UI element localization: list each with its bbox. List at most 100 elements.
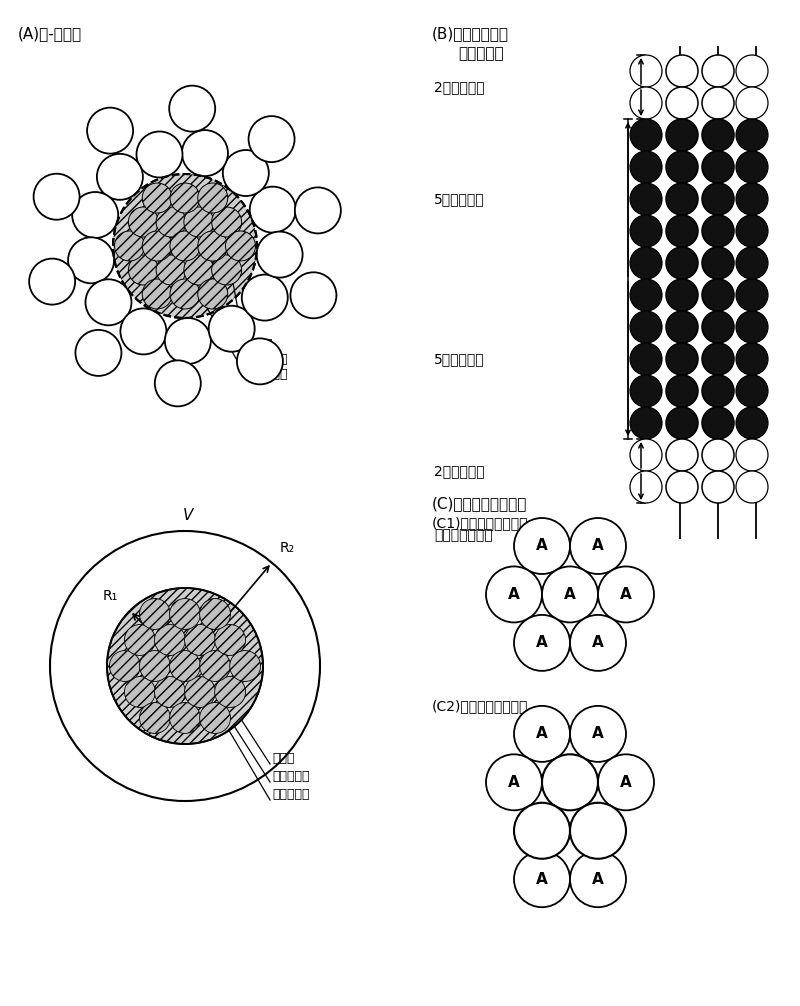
Circle shape: [139, 702, 170, 733]
Text: (C1)第一原子层的布置: (C1)第一原子层的布置: [432, 516, 529, 530]
Circle shape: [736, 311, 768, 343]
Circle shape: [666, 343, 698, 375]
Circle shape: [542, 566, 598, 623]
Circle shape: [237, 338, 283, 384]
Circle shape: [630, 279, 662, 311]
Circle shape: [156, 207, 186, 237]
Text: A: A: [592, 538, 604, 553]
Circle shape: [198, 231, 228, 261]
Circle shape: [170, 183, 200, 213]
Text: 间隙（真空层）: 间隙（真空层）: [434, 528, 493, 542]
Text: V: V: [183, 508, 193, 523]
Text: A: A: [592, 726, 604, 741]
Circle shape: [702, 375, 734, 407]
Circle shape: [570, 518, 626, 574]
Text: 2个铂原子层: 2个铂原子层: [434, 464, 485, 478]
Text: (C2)第二原子层的布置: (C2)第二原子层的布置: [432, 699, 528, 713]
Circle shape: [702, 119, 734, 151]
Circle shape: [630, 119, 662, 151]
Circle shape: [630, 183, 662, 215]
Text: 芯金属颗粒: 芯金属颗粒: [250, 353, 287, 366]
Circle shape: [570, 851, 626, 907]
Circle shape: [137, 132, 182, 177]
Circle shape: [702, 183, 734, 215]
Text: 芯金属原子: 芯金属原子: [250, 368, 287, 381]
Circle shape: [570, 615, 626, 671]
Circle shape: [290, 273, 337, 318]
Circle shape: [630, 87, 662, 119]
Circle shape: [182, 130, 228, 176]
Circle shape: [156, 255, 186, 285]
Circle shape: [139, 651, 170, 681]
Text: A: A: [592, 872, 604, 886]
Circle shape: [209, 306, 254, 352]
Circle shape: [666, 247, 698, 279]
Circle shape: [142, 231, 172, 261]
Circle shape: [86, 280, 131, 325]
Text: (A)芯-壳结构: (A)芯-壳结构: [18, 26, 82, 41]
Circle shape: [110, 651, 140, 681]
Circle shape: [666, 311, 698, 343]
Circle shape: [185, 625, 215, 656]
Circle shape: [630, 375, 662, 407]
Circle shape: [570, 803, 626, 859]
Circle shape: [514, 851, 570, 907]
Circle shape: [666, 183, 698, 215]
Text: R₂: R₂: [280, 540, 295, 554]
Circle shape: [114, 231, 145, 261]
Circle shape: [736, 87, 768, 119]
Circle shape: [128, 255, 158, 285]
Circle shape: [598, 754, 654, 810]
Circle shape: [736, 343, 768, 375]
Circle shape: [170, 279, 200, 309]
Circle shape: [242, 275, 288, 321]
Circle shape: [736, 375, 768, 407]
Circle shape: [630, 311, 662, 343]
Circle shape: [200, 599, 230, 630]
Circle shape: [598, 566, 654, 623]
Circle shape: [125, 625, 155, 656]
Circle shape: [736, 183, 768, 215]
Circle shape: [68, 237, 114, 284]
Circle shape: [702, 247, 734, 279]
Text: A: A: [536, 872, 548, 886]
Text: A: A: [536, 636, 548, 651]
Circle shape: [736, 55, 768, 87]
Text: B: B: [536, 823, 548, 838]
Circle shape: [702, 151, 734, 183]
Text: 5个芯原子层: 5个芯原子层: [434, 192, 485, 206]
Circle shape: [666, 55, 698, 87]
Circle shape: [666, 215, 698, 247]
Text: 铂原子: 铂原子: [250, 338, 273, 351]
Circle shape: [139, 599, 170, 630]
Circle shape: [198, 279, 228, 309]
Circle shape: [170, 651, 201, 681]
Text: A: A: [508, 586, 520, 602]
Circle shape: [736, 439, 768, 471]
Circle shape: [736, 215, 768, 247]
Circle shape: [666, 407, 698, 439]
Text: B: B: [564, 775, 576, 790]
Circle shape: [666, 375, 698, 407]
Circle shape: [230, 651, 261, 681]
Circle shape: [736, 247, 768, 279]
Circle shape: [121, 309, 166, 354]
Circle shape: [50, 531, 320, 801]
Circle shape: [666, 151, 698, 183]
Circle shape: [200, 651, 230, 681]
Circle shape: [169, 86, 215, 132]
Circle shape: [170, 599, 201, 630]
Circle shape: [630, 247, 662, 279]
Circle shape: [514, 803, 570, 859]
Circle shape: [125, 677, 155, 707]
Circle shape: [702, 343, 734, 375]
Circle shape: [630, 439, 662, 471]
Circle shape: [702, 407, 734, 439]
Text: 2个铂原子层: 2个铂原子层: [434, 80, 485, 94]
Text: A: A: [620, 586, 632, 602]
Circle shape: [666, 87, 698, 119]
Circle shape: [295, 187, 341, 233]
Circle shape: [212, 207, 242, 237]
Circle shape: [155, 360, 201, 406]
Circle shape: [97, 154, 143, 200]
